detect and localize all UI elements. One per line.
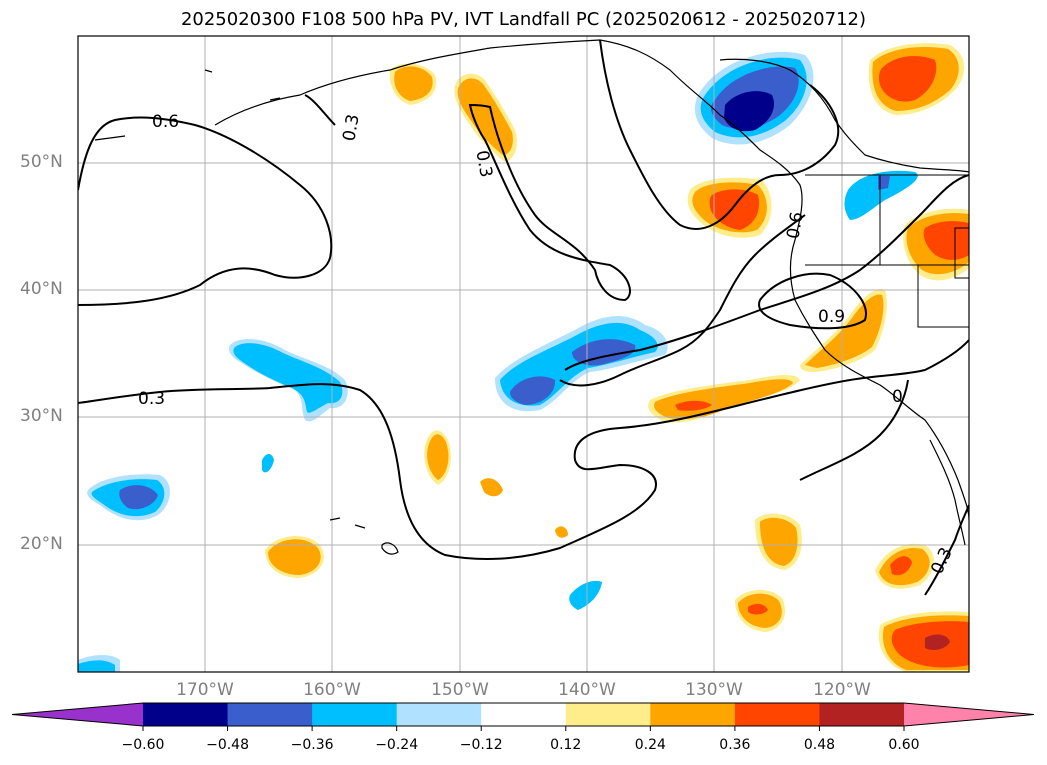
lon-label: 150°W: [431, 680, 489, 700]
colorbar-tick-label: 0.24: [634, 737, 666, 753]
colorbar-tick-label: 0.60: [888, 737, 920, 753]
lat-label: 20°N: [20, 534, 63, 554]
colorbar-tick-label: 0.48: [803, 737, 836, 753]
colorbar-segment: [396, 703, 482, 726]
colorbar-segment: [481, 703, 567, 726]
contour-label: 0.6: [783, 210, 807, 240]
colorbar-tick-label: −0.60: [121, 737, 165, 753]
colorbar-extend-min: [12, 703, 143, 726]
lon-label: 120°W: [813, 680, 871, 700]
contour-label: 0: [892, 387, 903, 407]
colorbar-segment: [227, 703, 313, 726]
contour-label: 0.3: [138, 389, 165, 409]
colorbar-extend-max: [904, 703, 1034, 726]
anomaly-oregon: [844, 170, 918, 220]
colorbar-segment: [312, 703, 398, 726]
contour-label: 0.3: [471, 149, 495, 179]
map-content: [78, 36, 969, 672]
colorbar-segment: [143, 703, 229, 726]
borders: [805, 174, 969, 328]
colorbar-segment: [819, 703, 905, 726]
lat-label: 50°N: [20, 152, 63, 172]
colorbar-tick-label: −0.36: [290, 737, 334, 753]
lon-label: 130°W: [685, 680, 743, 700]
positive-anomalies: [265, 43, 969, 672]
coastlines: [94, 39, 969, 555]
contour-label: 0.3: [339, 113, 363, 143]
contour-label: 0.9: [818, 307, 845, 327]
pv-contours: [78, 39, 969, 596]
colorbar-tick-label: −0.24: [375, 737, 419, 753]
colorbar-tick-label: −0.48: [206, 737, 249, 753]
lat-label: 40°N: [20, 279, 63, 299]
colorbar-tick-label: 0.36: [719, 737, 751, 753]
colorbar-segment: [650, 703, 736, 726]
colorbar-tick-label: 0.12: [550, 737, 582, 753]
contour-label: 0.6: [152, 112, 179, 132]
colorbar-segment: [734, 703, 820, 726]
lon-label: 160°W: [303, 680, 361, 700]
lat-label: 30°N: [20, 406, 63, 426]
colorbar-segment: [565, 703, 651, 726]
lon-label: 170°W: [176, 680, 234, 700]
colorbar: [11, 702, 1035, 731]
colorbar-tick-label: −0.12: [459, 737, 503, 753]
lon-label: 140°W: [558, 680, 616, 700]
contour-label: 0.3: [927, 544, 957, 577]
map-title: 2025020300 F108 500 hPa PV, IVT Landfall…: [180, 9, 867, 30]
gridlines: [78, 36, 969, 672]
map-frame: [77, 35, 970, 673]
